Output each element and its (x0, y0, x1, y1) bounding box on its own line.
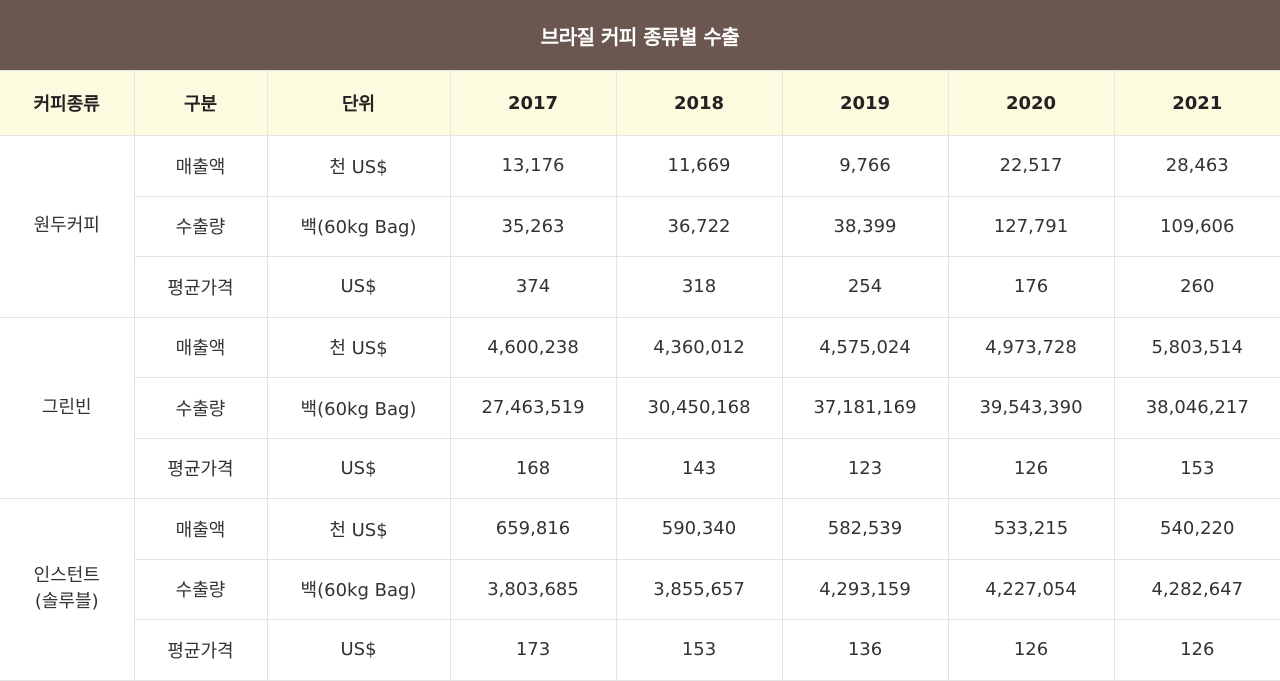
category-cell: 평균가격 (134, 437, 268, 499)
value-cell: 13,176 (449, 135, 617, 197)
value-cell: 659,816 (449, 498, 617, 560)
value-cell: 590,340 (615, 498, 783, 560)
unit-cell: 백(60kg Bag) (266, 558, 451, 620)
coffee-type-cell: 인스턴트 (솔루블) (0, 498, 135, 681)
value-cell: 38,046,217 (1113, 377, 1280, 439)
value-cell: 11,669 (615, 135, 783, 197)
value-cell: 4,293,159 (781, 558, 949, 620)
value-cell: 38,399 (781, 195, 949, 257)
value-cell: 4,575,024 (781, 316, 949, 378)
value-cell: 318 (615, 256, 783, 318)
value-cell: 4,973,728 (947, 316, 1115, 378)
category-cell: 수출량 (134, 195, 268, 257)
unit-cell: 천 US$ (266, 316, 451, 378)
value-cell: 127,791 (947, 195, 1115, 257)
value-cell: 22,517 (947, 135, 1115, 197)
value-cell: 30,450,168 (615, 377, 783, 439)
unit-cell: 천 US$ (266, 498, 451, 560)
value-cell: 37,181,169 (781, 377, 949, 439)
value-cell: 126 (1113, 619, 1280, 681)
category-cell: 수출량 (134, 558, 268, 620)
value-cell: 153 (1113, 437, 1280, 499)
header-year-2021: 2021 (1113, 70, 1280, 136)
coffee-type-line: (솔루블) (34, 591, 99, 613)
value-cell: 5,803,514 (1113, 316, 1280, 378)
header-row: 커피종류 구분 단위 2017 2018 2019 2020 2021 (0, 70, 1280, 136)
header-year-2019: 2019 (781, 70, 949, 136)
header-category: 구분 (133, 70, 268, 136)
coffee-type-cell: 그린빈 (0, 316, 135, 499)
header-year-2020: 2020 (947, 70, 1115, 136)
category-cell: 매출액 (133, 498, 268, 560)
table-row: 평균가격 US$ 374 318 254 176 260 (0, 256, 1280, 318)
value-cell: 35,263 (449, 195, 617, 257)
value-cell: 533,215 (947, 498, 1115, 560)
value-cell: 540,220 (1113, 498, 1280, 560)
value-cell: 126 (947, 437, 1115, 499)
unit-cell: 백(60kg Bag) (266, 377, 451, 439)
header-unit: 단위 (266, 70, 451, 136)
value-cell: 176 (947, 256, 1115, 318)
value-cell: 173 (449, 619, 617, 681)
value-cell: 168 (449, 437, 617, 499)
value-cell: 136 (781, 619, 949, 681)
unit-cell: US$ (266, 256, 451, 318)
table-row: 평균가격 US$ 173 153 136 126 126 (0, 619, 1280, 681)
table-row: 수출량 백(60kg Bag) 27,463,519 30,450,168 37… (0, 377, 1280, 439)
value-cell: 109,606 (1113, 195, 1280, 257)
value-cell: 143 (615, 437, 783, 499)
category-cell: 평균가격 (134, 619, 268, 681)
value-cell: 153 (615, 619, 783, 681)
unit-cell: US$ (266, 437, 451, 499)
value-cell: 4,282,647 (1113, 558, 1280, 620)
value-cell: 374 (449, 256, 617, 318)
value-cell: 28,463 (1113, 135, 1280, 197)
table-row: 원두커피 매출액 천 US$ 13,176 11,669 9,766 22,51… (0, 135, 1280, 318)
value-cell: 36,722 (615, 195, 783, 257)
table-row: 수출량 백(60kg Bag) 35,263 36,722 38,399 127… (0, 195, 1280, 257)
value-cell: 254 (781, 256, 949, 318)
value-cell: 9,766 (781, 135, 949, 197)
unit-cell: US$ (266, 619, 451, 681)
coffee-export-table: 커피종류 구분 단위 2017 2018 2019 2020 2021 원두커피… (0, 70, 1280, 681)
table-title: 브라질 커피 종류별 수출 (0, 0, 1280, 70)
value-cell: 4,600,238 (449, 316, 617, 378)
value-cell: 123 (781, 437, 949, 499)
value-cell: 4,360,012 (615, 316, 783, 378)
category-cell: 수출량 (134, 377, 268, 439)
header-year-2017: 2017 (449, 70, 617, 136)
table-row: 그린빈 매출액 천 US$ 4,600,238 4,360,012 4,575,… (0, 316, 1280, 499)
value-cell: 582,539 (781, 498, 949, 560)
category-cell: 평균가격 (134, 256, 268, 318)
table-row: 인스턴트 (솔루블) 매출액 천 US$ 659,816 590,340 582… (0, 498, 1280, 681)
value-cell: 4,227,054 (947, 558, 1115, 620)
value-cell: 260 (1113, 256, 1280, 318)
value-cell: 27,463,519 (449, 377, 617, 439)
value-cell: 126 (947, 619, 1115, 681)
value-cell: 3,803,685 (449, 558, 617, 620)
category-cell: 매출액 (133, 135, 268, 197)
value-cell: 39,543,390 (947, 377, 1115, 439)
unit-cell: 백(60kg Bag) (266, 195, 451, 257)
table-row: 평균가격 US$ 168 143 123 126 153 (0, 437, 1280, 499)
category-cell: 매출액 (133, 316, 268, 378)
coffee-type-line: 인스턴트 (33, 565, 100, 587)
coffee-type-cell: 원두커피 (0, 135, 135, 318)
table-row: 수출량 백(60kg Bag) 3,803,685 3,855,657 4,29… (0, 558, 1280, 620)
header-coffee-type: 커피종류 (0, 70, 135, 136)
header-year-2018: 2018 (615, 70, 783, 136)
unit-cell: 천 US$ (266, 135, 451, 197)
value-cell: 3,855,657 (615, 558, 783, 620)
